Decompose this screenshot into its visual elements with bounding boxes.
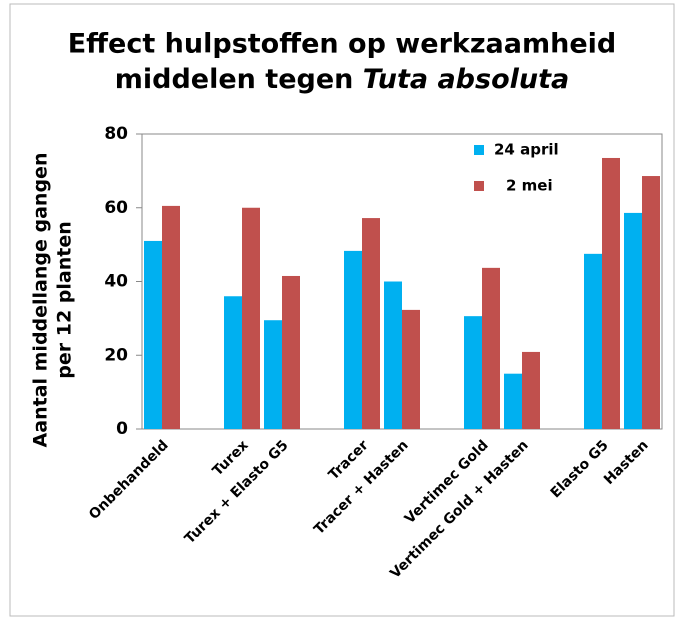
y-tick-label: 0 — [116, 419, 128, 439]
legend-label: 2 mei — [506, 177, 553, 195]
legend-label: 24 april — [494, 141, 559, 159]
bar — [242, 207, 260, 429]
frame — [9, 3, 675, 617]
bar — [162, 205, 180, 429]
bar — [402, 309, 420, 429]
chart-title-italic: Tuta absoluta — [363, 64, 569, 95]
bar — [224, 296, 242, 429]
bar — [384, 281, 402, 429]
y-label-line: per 12 planten — [54, 221, 76, 378]
chart-title: Effect hulpstoffen op werkzaamheid — [68, 29, 617, 60]
bar — [264, 320, 282, 429]
bar — [144, 240, 162, 429]
bar — [282, 275, 300, 429]
legend-swatch — [474, 145, 484, 155]
y-tick-label: 60 — [104, 198, 128, 218]
bar — [362, 218, 380, 429]
chart-title: middelen tegen Tuta absoluta — [115, 64, 570, 95]
y-tick-label: 80 — [104, 124, 128, 144]
y-label-line: Aantal middellange gangen — [30, 153, 52, 448]
bar — [504, 373, 522, 429]
y-tick-label: 40 — [104, 272, 128, 292]
bar — [344, 250, 362, 429]
bar — [624, 212, 642, 429]
chart-title-part: middelen tegen — [115, 64, 354, 95]
bar — [584, 253, 602, 429]
bar — [642, 176, 660, 429]
bar — [602, 157, 620, 429]
y-tick-label: 20 — [104, 345, 128, 365]
legend-swatch — [474, 181, 484, 191]
bar — [482, 267, 500, 429]
bar — [522, 351, 540, 429]
bar — [464, 316, 482, 429]
y-axis-label: Aantal middellange gangen per 12 planten — [30, 153, 76, 448]
